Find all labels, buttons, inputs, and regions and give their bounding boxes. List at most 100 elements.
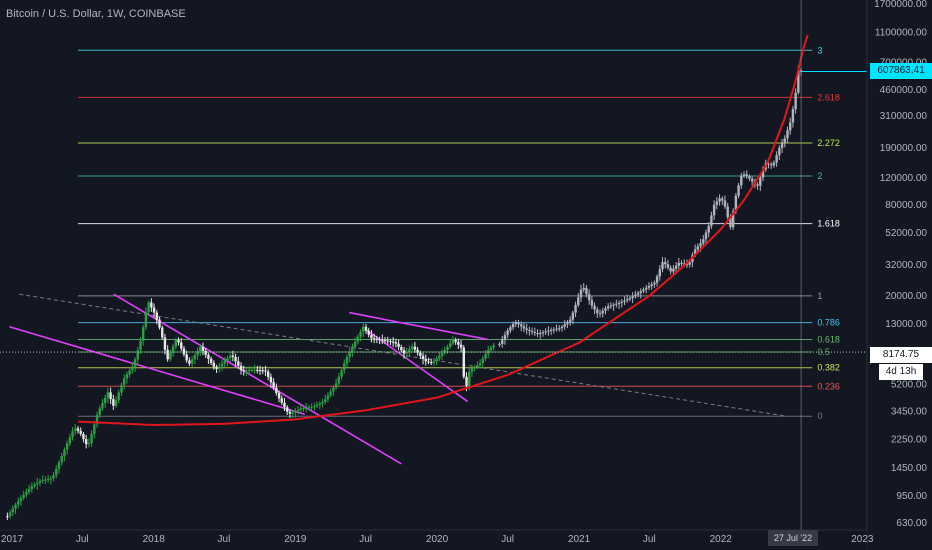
candle-body (49, 478, 53, 480)
candle-body (693, 249, 697, 256)
candle-body (710, 215, 713, 226)
candle-body (294, 411, 297, 413)
price-tick-label: 630.00 (896, 518, 927, 529)
candle-body (193, 355, 197, 360)
candle-body (740, 175, 743, 186)
candle-body (715, 201, 719, 205)
candle-body (329, 391, 332, 396)
candle-body (791, 109, 795, 123)
price-tick-label: 310000.00 (880, 111, 928, 122)
candle-body (22, 494, 25, 498)
candle-body (699, 243, 702, 247)
candle-body (459, 344, 463, 348)
candle-body (98, 408, 101, 415)
candle-body (185, 354, 188, 361)
candle-body (742, 174, 746, 176)
candle-body (443, 350, 446, 353)
candle-body (117, 392, 120, 401)
candle-body (359, 331, 362, 337)
fib-label: 0.236 (817, 381, 840, 391)
candle-body (435, 358, 438, 362)
candle-body (372, 338, 376, 340)
candle-body (142, 327, 145, 341)
candle-body (128, 370, 131, 375)
fib-label: 2.618 (817, 92, 840, 102)
candle-body (109, 392, 112, 400)
candle-body (734, 195, 738, 212)
candle-body (579, 289, 583, 298)
candle-body (131, 366, 134, 371)
dashed-trendline (19, 293, 787, 417)
candle-body (405, 352, 408, 354)
price-tick-label: 3450.00 (891, 406, 928, 417)
candle-body (767, 163, 770, 165)
candle-body (541, 332, 545, 334)
candle-body (8, 512, 12, 517)
candle-body (239, 365, 243, 371)
candle-body (438, 355, 441, 359)
candle-body (772, 162, 776, 166)
candle-body (514, 322, 518, 324)
candle-body (125, 374, 129, 379)
candle-body (797, 70, 800, 93)
candle-body (136, 350, 139, 360)
candle-body (533, 332, 537, 334)
candle-body (617, 302, 621, 304)
fib-label: 3 (817, 45, 822, 55)
candle-body (163, 337, 167, 350)
candle-body (370, 334, 373, 339)
candle-body (103, 397, 107, 404)
candle-body (41, 480, 44, 482)
candle-body (266, 371, 270, 377)
candle-body (247, 370, 251, 372)
candle-body (484, 353, 487, 359)
candle-body (465, 376, 468, 386)
time-tick-label: 2020 (426, 534, 449, 545)
fib-label: 0.618 (817, 334, 840, 344)
candle-body (340, 370, 343, 377)
candle-body (275, 387, 278, 393)
candle-body (63, 449, 66, 456)
candle-body (745, 174, 748, 177)
candle-body (299, 408, 302, 410)
candle-body (256, 369, 259, 371)
candle-body (196, 351, 199, 356)
candle-body (277, 392, 281, 399)
candle-body (101, 403, 104, 409)
candle-body (775, 155, 778, 163)
time-tick-label: 2022 (710, 534, 733, 545)
candle-body (650, 284, 653, 287)
candle-body (419, 352, 422, 356)
candle-body (696, 246, 700, 250)
candle-body (321, 402, 324, 404)
candle-body (120, 384, 123, 393)
current-price-tag: 8174.75 (870, 347, 932, 363)
candle-body (582, 287, 585, 290)
candle-body (389, 341, 392, 343)
price-tick-label: 1700000.00 (874, 0, 927, 10)
trendlines (9, 293, 787, 465)
candle-body (609, 305, 613, 307)
price-tick-label: 13000.00 (885, 319, 927, 330)
candle-body (606, 306, 610, 309)
candle-body (478, 363, 482, 366)
candle-body (324, 399, 327, 403)
candle-body (150, 302, 153, 308)
candle-body (509, 327, 512, 331)
candle-body (468, 371, 471, 386)
candle-body (563, 324, 566, 327)
candle-body (288, 411, 292, 414)
candle-body (93, 424, 96, 434)
candle-body (158, 319, 161, 328)
candle-body (351, 346, 354, 352)
crosshair-date-tag: 27 Jul '22 (768, 530, 818, 546)
candle-body (723, 200, 727, 207)
candle-body (560, 326, 564, 329)
fib-label: 2 (817, 171, 822, 181)
candle-body (209, 358, 213, 363)
candle-body (457, 341, 460, 345)
candle-body (182, 348, 186, 355)
candle-body (218, 366, 221, 369)
candle-body (470, 368, 474, 372)
